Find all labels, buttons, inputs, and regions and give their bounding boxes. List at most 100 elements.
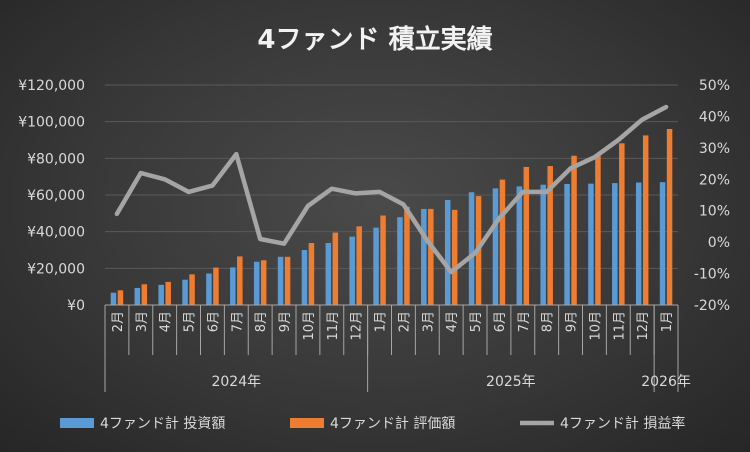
legend-swatch bbox=[60, 418, 94, 428]
category-axis: 2月 3月 4月 5月 6月 7月 8月 9月 10月 11月 12月 1月 2月 3月 4月 5月 6月 7月 8… bbox=[104, 304, 691, 392]
bar-investment bbox=[158, 284, 164, 305]
bar-investment bbox=[325, 243, 332, 305]
month-tick-label: 5月 bbox=[469, 311, 484, 332]
left-tick-label: ¥100,000 bbox=[18, 115, 85, 131]
bar-investment bbox=[612, 183, 618, 305]
month-tick-label: 6月 bbox=[493, 311, 508, 332]
month-tick-label: 9月 bbox=[565, 311, 580, 332]
bar-investment bbox=[635, 182, 642, 305]
month-tick-label: 12月 bbox=[636, 311, 651, 341]
month-tick-label: 11月 bbox=[612, 311, 627, 341]
bar-valuation bbox=[523, 166, 530, 305]
bar-valuation bbox=[260, 260, 267, 305]
bar-investment bbox=[588, 183, 594, 305]
line-series-layer bbox=[114, 104, 669, 275]
bar-investment bbox=[564, 184, 570, 305]
bar-valuation bbox=[380, 215, 386, 305]
bar-investment bbox=[444, 199, 451, 305]
chart-title: 4ファンド 積立実績 bbox=[257, 24, 492, 55]
legend-label: 4ファンド計 評価額 bbox=[330, 416, 455, 432]
legend: 4ファンド計 投資額 4ファンド計 評価額 4ファンド計 損益率 bbox=[60, 415, 685, 432]
bar-series-layer bbox=[110, 129, 673, 305]
month-tick-label: 6月 bbox=[206, 311, 221, 332]
bar-valuation bbox=[141, 284, 148, 305]
bar-valuation bbox=[332, 232, 339, 305]
legend-label: 4ファンド計 投資額 bbox=[100, 416, 225, 432]
legend-swatch bbox=[290, 418, 324, 428]
bar-valuation bbox=[642, 135, 649, 305]
month-tick-label: 7月 bbox=[517, 311, 532, 332]
month-tick-label: 5月 bbox=[183, 311, 198, 332]
left-tick-label: ¥80,000 bbox=[27, 151, 85, 167]
bar-valuation bbox=[189, 274, 195, 305]
bar-valuation bbox=[619, 143, 625, 305]
right-tick-label: 50% bbox=[699, 78, 730, 94]
bar-valuation bbox=[571, 155, 577, 305]
right-tick-label: -20% bbox=[694, 298, 730, 314]
month-tick-label: 2月 bbox=[397, 311, 412, 332]
bar-investment bbox=[253, 261, 260, 305]
bar-valuation bbox=[595, 155, 601, 305]
month-tick-label: 4月 bbox=[159, 311, 174, 332]
bar-investment bbox=[492, 188, 499, 305]
bar-valuation bbox=[404, 206, 410, 305]
bar-valuation bbox=[117, 290, 124, 305]
year-label: 2024年 bbox=[211, 374, 261, 390]
right-tick-label: 10% bbox=[699, 204, 730, 220]
left-axis: ¥0 ¥20,000 ¥40,000 ¥60,000 ¥80,000 ¥100,000 ¥1… bbox=[18, 78, 85, 314]
bar-investment bbox=[134, 287, 141, 305]
right-tick-label: 40% bbox=[699, 109, 730, 125]
month-tick-label: 4月 bbox=[445, 311, 460, 332]
month-tick-label: 10月 bbox=[588, 311, 603, 341]
legend-label: 4ファンド計 損益率 bbox=[560, 415, 685, 432]
bar-investment bbox=[397, 217, 403, 305]
month-tick-label: 8月 bbox=[254, 311, 269, 332]
bar-valuation bbox=[356, 226, 362, 305]
month-tick-label: 3月 bbox=[421, 311, 436, 332]
bar-valuation bbox=[165, 281, 171, 305]
bar-valuation bbox=[428, 208, 434, 305]
right-tick-label: 20% bbox=[699, 172, 730, 188]
month-tick-label: 7月 bbox=[230, 311, 245, 332]
bar-investment bbox=[230, 267, 236, 305]
bar-valuation bbox=[213, 267, 219, 305]
bar-investment bbox=[421, 208, 427, 305]
bar-investment bbox=[206, 273, 212, 305]
month-tick-label: 1月 bbox=[660, 311, 675, 332]
bar-investment bbox=[349, 236, 355, 305]
month-tick-label: 12月 bbox=[350, 311, 365, 341]
month-tick-label: 11月 bbox=[326, 311, 341, 341]
month-tick-label: 2月 bbox=[111, 311, 126, 332]
month-tick-label: 1月 bbox=[374, 311, 389, 332]
bar-valuation bbox=[237, 256, 243, 305]
bar-investment bbox=[182, 279, 188, 305]
month-tick-label: 9月 bbox=[278, 311, 293, 332]
bar-investment bbox=[301, 250, 308, 305]
line-profit-rate bbox=[114, 104, 669, 275]
bar-investment bbox=[659, 182, 666, 305]
left-tick-label: ¥60,000 bbox=[27, 188, 85, 204]
right-axis: -20% -10% 0% 10% 20% 30% 40% 50% bbox=[694, 78, 730, 314]
bar-investment bbox=[516, 186, 523, 305]
bar-valuation bbox=[284, 256, 291, 305]
bar-valuation bbox=[308, 243, 315, 305]
bar-investment bbox=[468, 192, 475, 305]
left-tick-label: ¥20,000 bbox=[27, 261, 85, 277]
bar-investment bbox=[540, 184, 546, 305]
gridlines bbox=[105, 84, 678, 306]
right-tick-label: 0% bbox=[708, 235, 730, 251]
month-tick-label: 8月 bbox=[541, 311, 556, 332]
left-tick-label: ¥40,000 bbox=[27, 225, 85, 241]
left-tick-label: ¥0 bbox=[67, 298, 85, 314]
bar-investment bbox=[373, 227, 379, 305]
month-tick-label: 3月 bbox=[135, 311, 150, 332]
right-tick-label: -10% bbox=[694, 267, 730, 283]
bar-investment bbox=[277, 256, 284, 305]
bar-valuation bbox=[666, 129, 673, 305]
bar-valuation bbox=[499, 179, 506, 305]
year-label: 2025年 bbox=[486, 374, 536, 390]
year-label: 2026年 bbox=[641, 374, 691, 390]
bar-investment bbox=[110, 292, 117, 305]
